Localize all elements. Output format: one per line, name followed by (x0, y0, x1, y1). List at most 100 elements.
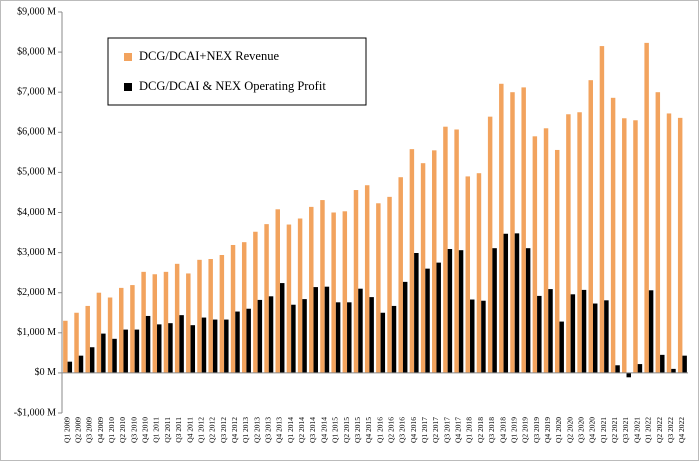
bar (425, 268, 430, 373)
x-tick-label: Q4 2020 (588, 417, 597, 443)
y-tick-label: -$1,000 M (14, 407, 56, 418)
bar (313, 287, 318, 373)
bar (470, 299, 475, 373)
bar (123, 329, 128, 373)
bar (414, 253, 419, 373)
bar (577, 112, 582, 373)
bar (521, 87, 526, 373)
x-tick-label: Q2 2020 (565, 417, 574, 443)
x-tick-label: Q3 2021 (621, 417, 630, 443)
bar (119, 287, 124, 373)
x-tick-label: Q3 2016 (398, 417, 407, 443)
bar (257, 299, 263, 373)
bar (246, 308, 251, 373)
x-tick-label: Q3 2018 (487, 417, 496, 443)
bar (499, 83, 504, 373)
bar (644, 42, 649, 373)
x-tick-label: Q3 2014 (308, 417, 317, 443)
bar (186, 273, 191, 373)
x-tick-label: Q4 2019 (543, 417, 552, 443)
bar (671, 368, 676, 373)
bar (581, 289, 587, 373)
bar (514, 233, 520, 373)
bar (141, 271, 146, 373)
bar (331, 212, 336, 373)
bar (152, 274, 158, 373)
bar (391, 305, 397, 373)
legend-swatch (124, 83, 132, 91)
bar (503, 233, 509, 373)
x-tick-label: Q4 2018 (498, 417, 507, 443)
x-tick-label: Q1 2010 (107, 417, 116, 443)
bar (476, 173, 482, 373)
bar (190, 325, 196, 373)
y-tick-label: $1,000 M (17, 327, 56, 338)
bar (637, 364, 643, 373)
x-tick-label: Q3 2009 (85, 417, 94, 443)
bar (224, 319, 229, 373)
y-tick-label: $3,000 M (17, 247, 56, 258)
bar (559, 321, 564, 373)
bar (101, 333, 106, 373)
bar (197, 259, 202, 373)
bar (592, 303, 598, 373)
bar (342, 211, 348, 373)
bar (302, 299, 307, 373)
x-tick-label: Q3 2020 (577, 417, 586, 443)
bar (626, 372, 631, 378)
x-tick-label: Q4 2016 (409, 417, 418, 443)
x-tick-label: Q4 2012 (230, 417, 239, 443)
bar (409, 149, 415, 373)
bar (145, 315, 151, 373)
bar (241, 242, 247, 373)
bar (157, 324, 162, 373)
bar (369, 297, 374, 373)
x-tick-label: Q4 2022 (677, 417, 686, 443)
x-tick-label: Q2 2021 (610, 417, 619, 443)
x-tick-label: Q2 2017 (431, 417, 440, 443)
x-tick-label: Q3 2022 (666, 417, 675, 443)
x-tick-label: Q1 2013 (241, 417, 250, 443)
x-tick-label: Q4 2009 (96, 417, 105, 443)
x-tick-label: Q3 2011 (174, 417, 183, 443)
bar (398, 177, 403, 373)
bar (604, 300, 609, 373)
bar (63, 320, 68, 373)
x-tick-label: Q1 2009 (62, 417, 71, 443)
bar (548, 289, 553, 373)
bar (163, 271, 169, 373)
bar (291, 304, 296, 373)
x-tick-label: Q1 2017 (420, 417, 429, 443)
x-tick-label: Q3 2015 (353, 417, 362, 443)
x-tick-label: Q1 2021 (599, 417, 608, 443)
bar (588, 80, 593, 373)
legend-swatch (124, 53, 132, 61)
bar (67, 361, 73, 373)
bar (230, 244, 236, 373)
x-tick-label: Q4 2017 (454, 417, 463, 443)
x-tick-label: Q4 2014 (319, 417, 328, 443)
bar (610, 97, 616, 373)
bar (201, 317, 207, 373)
x-tick-label: Q2 2011 (163, 417, 172, 443)
bar (655, 92, 661, 373)
bar (89, 347, 95, 373)
bar (432, 150, 437, 373)
bar (235, 311, 240, 373)
x-tick-label: Q2 2015 (342, 417, 351, 443)
bar (447, 248, 453, 373)
bar (208, 259, 213, 373)
y-tick-label: $4,000 M (17, 207, 56, 218)
bar (297, 218, 303, 373)
bar (454, 129, 459, 373)
bar (622, 118, 627, 373)
bar (487, 116, 493, 373)
y-tick-label: $7,000 M (17, 86, 56, 97)
legend-label: DCG/DCAI & NEX Operating Profit (139, 79, 326, 93)
bar (443, 126, 448, 373)
x-tick-label: Q4 2015 (364, 417, 373, 443)
bar (492, 248, 497, 373)
x-tick-label: Q1 2019 (509, 417, 518, 443)
x-tick-label: Q4 2011 (185, 417, 194, 443)
x-tick-label: Q2 2018 (476, 417, 485, 443)
